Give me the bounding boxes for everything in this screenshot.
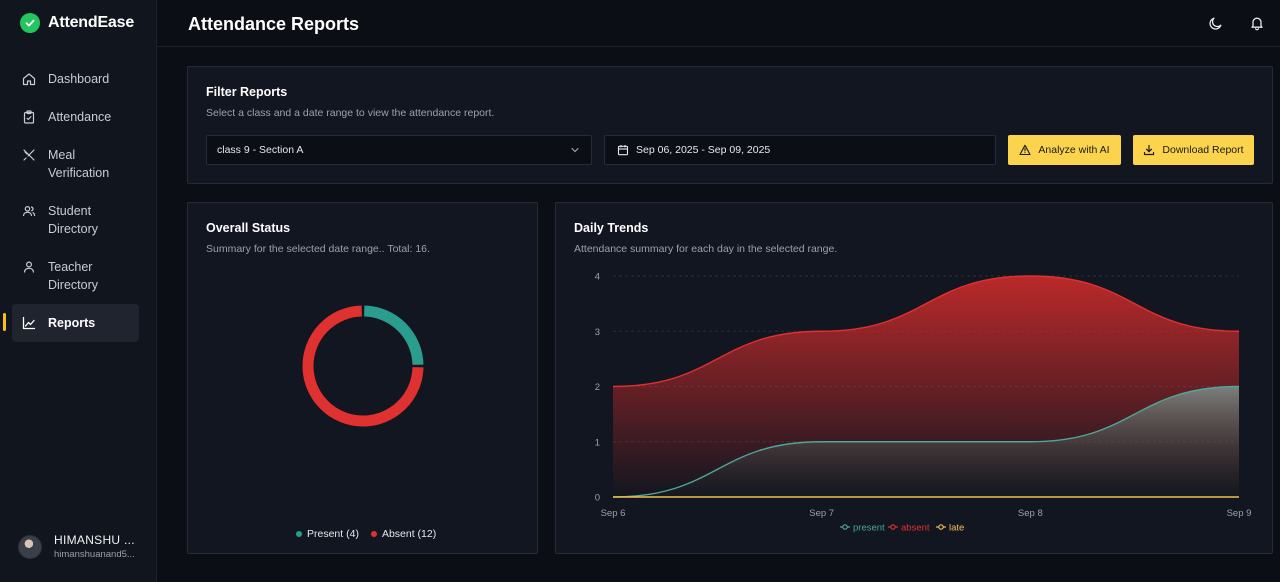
legend-absent[interactable]: absent (888, 523, 930, 534)
utensils-icon (23, 149, 35, 161)
sidebar-item-attendance[interactable]: Attendance (12, 98, 139, 136)
present-dot (296, 531, 302, 537)
overall-subtitle: Summary for the selected date range.. To… (206, 243, 430, 255)
overall-status-card: Overall Status Summary for the selected … (187, 202, 538, 554)
chart-icon (22, 316, 36, 330)
legend-late[interactable]: late (936, 523, 964, 534)
y-tick-label: 2 (595, 382, 600, 393)
donut-slice-absent[interactable] (302, 305, 424, 427)
user-profile[interactable]: HIMANSHU ... himanshuanand5... (18, 533, 135, 560)
svg-text:late: late (949, 523, 964, 534)
class-select[interactable]: class 9 - Section A (206, 135, 592, 165)
analyze-ai-button[interactable]: Analyze with AI (1008, 135, 1121, 165)
avatar (18, 534, 42, 559)
sidebar-item-label: Meal Verification (48, 148, 110, 180)
overall-title: Overall Status (206, 221, 291, 235)
x-tick-label: Sep 7 (809, 508, 834, 519)
legend-present[interactable]: present (840, 523, 885, 534)
analyze-ai-label: Analyze with AI (1038, 144, 1110, 156)
sidebar-item-label: Dashboard (48, 72, 110, 86)
sidebar-nav: Dashboard Attendance Meal Verification S… (3, 60, 139, 342)
brand-name: AttendEase (48, 14, 135, 31)
clipboard-icon (23, 110, 35, 124)
users-icon (22, 206, 36, 217)
y-tick-label: 4 (595, 272, 600, 283)
absent-series-line[interactable] (612, 275, 1240, 388)
class-select-value: class 9 - Section A (217, 144, 304, 156)
trends-subtitle: Attendance summary for each day in the s… (574, 243, 838, 255)
warning-icon (1019, 144, 1031, 156)
sidebar-item-reports[interactable]: Reports (3, 304, 139, 342)
sidebar-item-label: Student Directory (48, 204, 99, 236)
y-tick-label: 1 (595, 437, 600, 448)
sidebar-item-student-directory[interactable]: Student Directory (12, 192, 139, 248)
daily-trends-area-chart: 0 1 2 3 4 Sep 6 Sep 7 Sep 8 Sep 9 present absent la… (595, 272, 1252, 534)
top-bar: Attendance Reports (157, 0, 1280, 47)
filter-subtitle: Select a class and a date range to view … (206, 107, 495, 119)
filter-card: Filter Reports Select a class and a date… (187, 66, 1273, 184)
x-tick-label: Sep 6 (601, 508, 626, 519)
download-icon (1144, 144, 1155, 156)
home-icon (22, 73, 36, 86)
legend-absent-label: Absent (12) (381, 528, 437, 540)
check-circle-icon (20, 13, 40, 33)
trends-title: Daily Trends (574, 221, 649, 235)
bell-icon[interactable] (1249, 15, 1265, 36)
calendar-icon (617, 145, 629, 156)
download-report-label: Download Report (1162, 144, 1244, 156)
brand[interactable]: AttendEase (20, 13, 134, 33)
user-email: himanshuanand5... (54, 549, 135, 560)
sidebar-item-label: Attendance (48, 110, 112, 124)
present-series-line[interactable] (612, 385, 1240, 498)
overall-status-donut-chart (302, 305, 424, 427)
y-tick-label: 3 (595, 327, 600, 338)
x-tick-label: Sep 8 (1018, 508, 1043, 519)
daily-trends-card: Daily Trends Attendance summary for each… (555, 202, 1273, 554)
svg-text:absent: absent (901, 523, 930, 534)
date-range-value: Sep 06, 2025 - Sep 09, 2025 (636, 144, 771, 156)
filter-title: Filter Reports (206, 85, 288, 99)
svg-text:present: present (853, 523, 885, 534)
download-report-button[interactable]: Download Report (1133, 135, 1254, 165)
user-icon (23, 261, 35, 273)
y-tick-label: 0 (595, 493, 600, 504)
legend-present[interactable]: Present (4) (296, 528, 359, 540)
legend-absent[interactable]: Absent (12) (370, 528, 437, 540)
sidebar-item-teacher-directory[interactable]: Teacher Directory (12, 248, 139, 304)
date-range-picker[interactable]: Sep 06, 2025 - Sep 09, 2025 (604, 135, 996, 165)
x-tick-label: Sep 9 (1227, 508, 1252, 519)
absent-dot (370, 531, 377, 537)
sidebar: AttendEase Dashboard Attendance Meal Ver… (0, 0, 157, 582)
user-name: HIMANSHU ... (54, 533, 135, 547)
chevron-down-icon (571, 147, 579, 153)
sidebar-item-dashboard[interactable]: Dashboard (12, 60, 139, 98)
moon-icon[interactable] (1208, 15, 1224, 36)
overall-legend: Present (4) Absent (12) (296, 528, 436, 540)
sidebar-item-meal-verification[interactable]: Meal Verification (12, 136, 139, 192)
sidebar-item-label: Reports (48, 316, 96, 330)
page-title: Attendance Reports (188, 14, 360, 34)
legend-present-label: Present (4) (307, 528, 359, 540)
sidebar-item-label: Teacher Directory (48, 260, 99, 292)
donut-slice-present[interactable] (363, 305, 424, 366)
